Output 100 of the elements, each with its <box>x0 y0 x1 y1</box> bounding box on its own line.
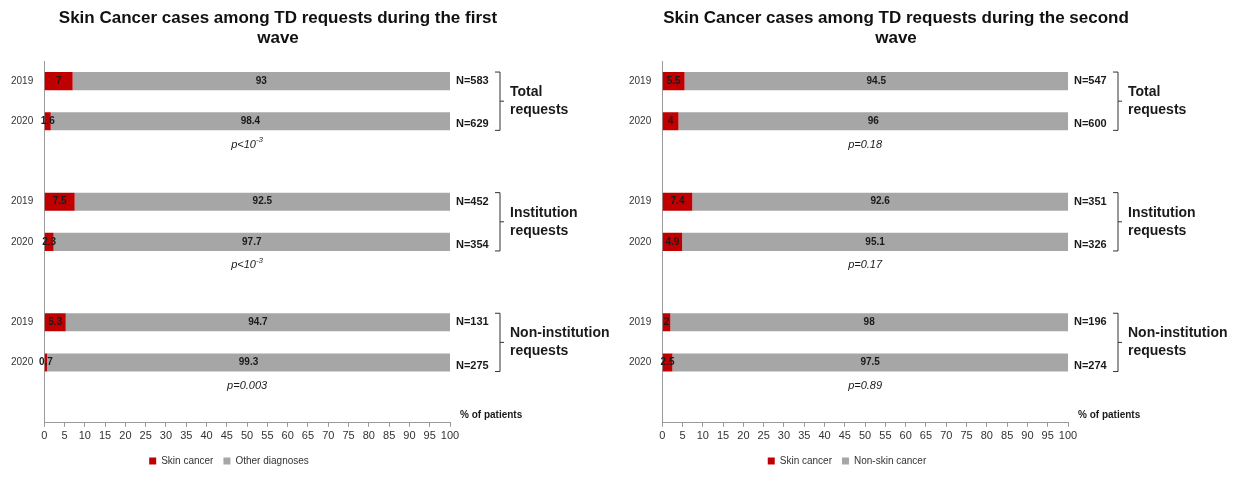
annotation: p=0.18 <box>847 137 883 150</box>
x-tick-label: 25 <box>757 429 770 442</box>
x-tick-label: 0 <box>41 429 48 442</box>
x-tick-label: 15 <box>716 429 730 442</box>
data-label: 4.9 <box>665 235 680 247</box>
text: N=326 <box>1074 237 1107 250</box>
x-tick-label: 80 <box>980 429 993 442</box>
y-tick-label: 2020 <box>629 235 652 247</box>
bar <box>692 192 1068 211</box>
x-tick-label: 85 <box>1001 429 1014 442</box>
x-tick-label: 50 <box>859 429 872 442</box>
y-tick-label: 2020 <box>11 115 34 127</box>
y-tick-label: 2019 <box>629 316 652 328</box>
text: Non-institution requests <box>510 324 610 359</box>
x-tick-label: 75 <box>342 429 355 442</box>
data-label: 4 <box>667 115 674 127</box>
text: N=275 <box>456 358 489 371</box>
text: N=452 <box>456 194 489 207</box>
bar <box>72 72 450 91</box>
y-tick-label: 2019 <box>11 195 34 207</box>
text: N=196 <box>1074 315 1107 328</box>
x-tick-label: 90 <box>403 429 416 442</box>
chart-title: Skin Cancer cases among TD requests during the second wave <box>662 8 1130 49</box>
data-label: 5.5 <box>666 74 682 86</box>
x-tick-label: 40 <box>200 429 213 442</box>
data-label: 7 <box>55 74 62 86</box>
x-tick-label: 35 <box>798 429 811 442</box>
legend-label: Skin cancer <box>779 454 833 466</box>
x-tick-label: 5 <box>679 429 686 442</box>
x-axis-title: % of patients <box>1078 408 1141 420</box>
data-label: 7.5 <box>52 195 68 207</box>
text: Total requests <box>1128 83 1187 118</box>
text: Total requests <box>510 83 569 118</box>
x-tick-label: 95 <box>423 429 436 442</box>
legend-label: Non-skin cancer <box>854 454 927 466</box>
x-axis-title: % of patients <box>460 408 523 420</box>
text: N=351 <box>1074 194 1107 207</box>
x-tick-label: 30 <box>159 429 173 442</box>
x-tick-label: 15 <box>98 429 112 442</box>
data-label: 7.4 <box>670 195 685 207</box>
chart-title: Skin Cancer cases among TD requests during the first wave <box>57 8 499 49</box>
bar <box>682 232 1068 251</box>
x-tick-label: 60 <box>899 429 912 442</box>
x-tick-label: 40 <box>818 429 831 442</box>
data-label: 97.7 <box>242 235 262 247</box>
y-tick-label: 2019 <box>629 195 652 207</box>
x-tick-label: 55 <box>879 429 892 442</box>
legend-label: Skin cancer <box>161 454 215 466</box>
annotation: p=0.89 <box>847 378 883 391</box>
data-label: 1.6 <box>40 115 56 127</box>
x-tick-label: 45 <box>838 429 851 442</box>
data-label: 92.5 <box>252 195 273 207</box>
data-label: 97.5 <box>860 356 881 368</box>
bar <box>74 192 450 211</box>
annotation: p=0.17 <box>847 258 883 271</box>
data-label: 99.3 <box>238 356 259 368</box>
bar <box>684 72 1068 91</box>
data-label: 5.3 <box>48 316 63 328</box>
text: Institution requests <box>510 203 578 238</box>
y-tick-label: 2020 <box>629 115 652 127</box>
data-label: 98 <box>863 316 876 328</box>
x-tick-label: 70 <box>322 429 335 442</box>
x-tick-label: 100 <box>1058 429 1078 442</box>
x-tick-label: 65 <box>301 429 315 442</box>
bar <box>44 72 73 91</box>
x-tick-label: 45 <box>220 429 233 442</box>
x-tick-label: 25 <box>139 429 152 442</box>
y-tick-label: 2020 <box>629 356 652 368</box>
x-tick-label: 35 <box>180 429 193 442</box>
y-tick-label: 2019 <box>629 74 652 86</box>
legend-label: Other diagnoses <box>235 454 309 466</box>
x-tick-label: 60 <box>281 429 294 442</box>
x-tick-label: 50 <box>241 429 254 442</box>
x-tick-label: 55 <box>261 429 274 442</box>
x-tick-label: 10 <box>78 429 91 442</box>
y-tick-label: 2019 <box>11 74 34 86</box>
x-tick-label: 20 <box>737 429 750 442</box>
x-tick-label: 65 <box>919 429 933 442</box>
x-tick-label: 30 <box>777 429 791 442</box>
bar <box>65 313 450 332</box>
data-label: 96 <box>867 115 880 127</box>
x-tick-label: 95 <box>1041 429 1054 442</box>
data-label: 2 <box>663 316 670 328</box>
x-tick-label: 80 <box>362 429 375 442</box>
y-tick-label: 2019 <box>11 316 34 328</box>
x-tick-label: 0 <box>659 429 666 442</box>
data-label: 93 <box>255 74 268 86</box>
data-label: 94.7 <box>248 316 269 328</box>
data-label: 98.4 <box>240 115 261 127</box>
data-label: 94.5 <box>866 74 887 86</box>
x-tick-label: 85 <box>383 429 396 442</box>
text: N=629 <box>456 117 489 130</box>
x-tick-label: 75 <box>960 429 973 442</box>
data-label: 92.6 <box>870 195 891 207</box>
x-tick-label: 100 <box>440 429 460 442</box>
bar <box>670 313 1068 332</box>
data-label: 0.7 <box>38 356 54 368</box>
data-label: 95.1 <box>865 235 886 247</box>
text: N=274 <box>1074 358 1108 371</box>
text: Institution requests <box>1128 203 1196 238</box>
